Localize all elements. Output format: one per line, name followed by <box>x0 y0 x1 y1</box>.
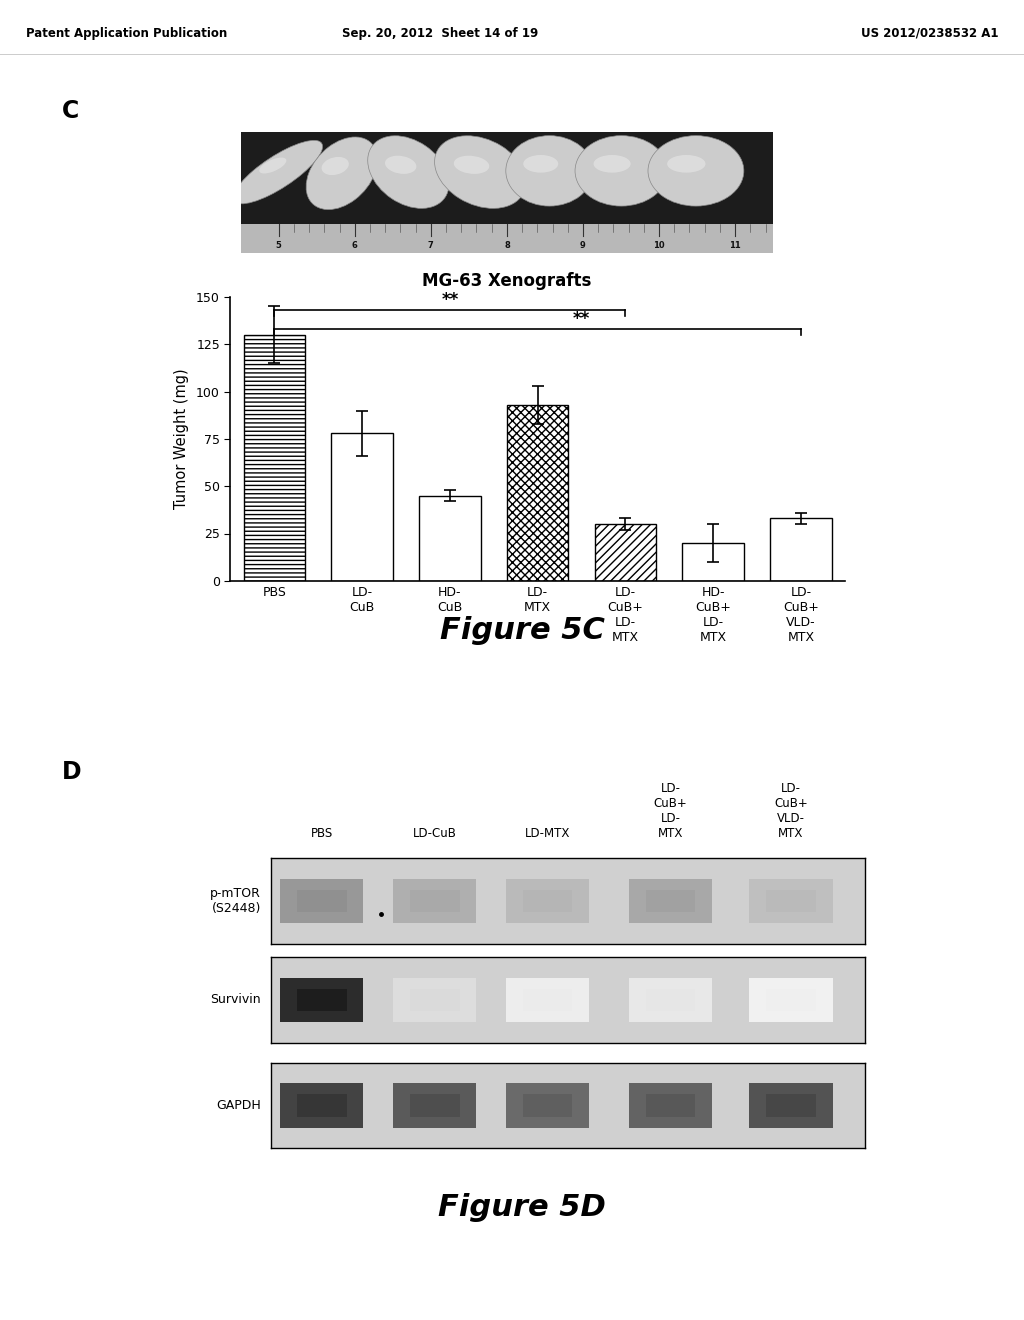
Bar <box>507 405 568 581</box>
Ellipse shape <box>506 136 593 206</box>
Ellipse shape <box>259 157 287 173</box>
Bar <box>297 1094 347 1117</box>
Bar <box>297 989 347 1011</box>
Text: **: ** <box>572 310 590 329</box>
Text: D: D <box>61 760 81 784</box>
Bar <box>281 978 364 1022</box>
Text: Sep. 20, 2012  Sheet 14 of 19: Sep. 20, 2012 Sheet 14 of 19 <box>342 26 539 40</box>
Bar <box>645 1094 695 1117</box>
Bar <box>766 1094 816 1117</box>
Bar <box>629 879 712 923</box>
Bar <box>241 132 773 227</box>
Ellipse shape <box>306 137 378 210</box>
Ellipse shape <box>648 136 743 206</box>
Bar <box>281 1084 364 1127</box>
Text: MG-63 Xenografts: MG-63 Xenografts <box>422 272 592 290</box>
Bar <box>766 989 816 1011</box>
Text: US 2012/0238532 A1: US 2012/0238532 A1 <box>861 26 998 40</box>
Bar <box>766 890 816 912</box>
Ellipse shape <box>668 154 706 173</box>
Text: Survivin: Survivin <box>211 994 261 1006</box>
Ellipse shape <box>322 157 349 176</box>
Text: GAPDH: GAPDH <box>216 1100 261 1111</box>
Text: PBS: PBS <box>310 826 333 840</box>
Bar <box>244 335 305 581</box>
Bar <box>770 519 831 581</box>
Ellipse shape <box>385 156 417 174</box>
Ellipse shape <box>434 136 526 209</box>
Text: C: C <box>61 99 79 123</box>
Bar <box>750 879 833 923</box>
Text: 5: 5 <box>275 240 282 249</box>
Text: Patent Application Publication: Patent Application Publication <box>26 26 227 40</box>
Bar <box>410 989 460 1011</box>
Ellipse shape <box>523 154 558 173</box>
Text: 10: 10 <box>653 240 665 249</box>
Bar <box>629 1084 712 1127</box>
Ellipse shape <box>594 154 631 173</box>
Bar <box>645 890 695 912</box>
Bar <box>332 433 393 581</box>
Bar <box>393 879 476 923</box>
Bar <box>393 1084 476 1127</box>
Text: 7: 7 <box>428 240 434 249</box>
Bar <box>629 978 712 1022</box>
Bar <box>522 1094 572 1117</box>
Bar <box>522 989 572 1011</box>
Bar <box>750 978 833 1022</box>
Bar <box>522 890 572 912</box>
Bar <box>281 879 364 923</box>
Bar <box>645 989 695 1011</box>
Bar <box>410 1094 460 1117</box>
Ellipse shape <box>575 136 668 206</box>
Text: 6: 6 <box>352 240 357 249</box>
Text: 11: 11 <box>729 240 741 249</box>
Bar <box>393 978 476 1022</box>
Text: 9: 9 <box>580 240 586 249</box>
Bar <box>750 1084 833 1127</box>
Bar <box>410 890 460 912</box>
Bar <box>595 524 656 581</box>
Text: LD-CuB: LD-CuB <box>413 826 457 840</box>
Bar <box>506 1084 589 1127</box>
Text: LD-
CuB+
LD-
MTX: LD- CuB+ LD- MTX <box>653 781 687 840</box>
Text: **: ** <box>441 292 459 309</box>
Bar <box>297 890 347 912</box>
Bar <box>682 543 743 581</box>
Bar <box>506 879 589 923</box>
Ellipse shape <box>454 156 489 174</box>
Y-axis label: Tumor Weight (mg): Tumor Weight (mg) <box>174 368 189 510</box>
Bar <box>506 978 589 1022</box>
Text: Figure 5C: Figure 5C <box>439 616 605 644</box>
Ellipse shape <box>233 140 323 203</box>
Bar <box>241 224 773 253</box>
Text: 8: 8 <box>504 240 510 249</box>
Text: LD-
CuB+
VLD-
MTX: LD- CuB+ VLD- MTX <box>774 781 808 840</box>
Ellipse shape <box>368 136 449 209</box>
Text: Figure 5D: Figure 5D <box>438 1193 606 1222</box>
Bar <box>419 495 480 581</box>
Text: LD-MTX: LD-MTX <box>525 826 570 840</box>
Text: p-mTOR
(S2448): p-mTOR (S2448) <box>210 887 261 915</box>
